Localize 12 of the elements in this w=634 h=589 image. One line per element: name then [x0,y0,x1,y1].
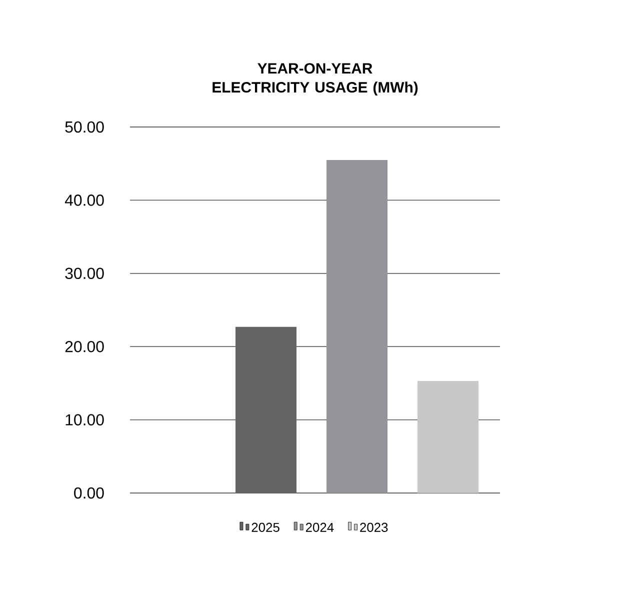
y-tick-label: 10.00 [66,414,104,426]
chart-title: YEAR-ON-YEAR ELECTRICITY USAGE (MWh) [212,63,418,96]
y-tick-label: 50.00 [65,121,104,133]
legend-label: 2023 [360,522,388,532]
y-tick-label: 30.00 [65,268,104,280]
bar [417,381,478,493]
y-tick-label: 20.00 [65,340,104,352]
y-tick-label: 0.00 [74,487,104,499]
bar [326,160,388,493]
legend-label: 2025 [252,522,280,532]
y-tick-label: 40.00 [64,194,104,206]
legend-label: 2024 [306,522,334,532]
